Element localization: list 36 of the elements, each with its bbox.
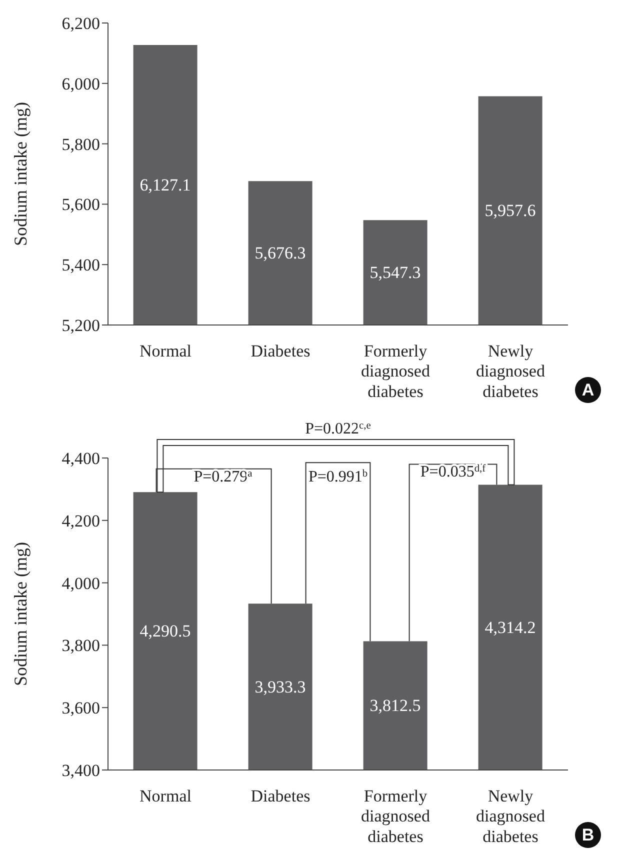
data-label: 6,127.1 (140, 176, 191, 195)
x-tick-label: Formerly diagnosed diabetes (361, 786, 430, 846)
x-tick-label: Diabetes (250, 786, 310, 806)
y-tick-label: 3,400 (62, 761, 100, 780)
x-tick-label: Normal (140, 341, 192, 360)
data-label: 3,812.5 (370, 696, 421, 716)
y-tick-label: 4,200 (62, 511, 100, 530)
text: P=0.022$^{c,e}$ (305, 420, 372, 438)
y-tick-label: 4,400 (62, 449, 100, 468)
text: B (582, 826, 594, 844)
y-tick-label: 5,800 (62, 134, 100, 154)
y-tick-label: 5,400 (62, 256, 100, 275)
y-tick-label: 4,000 (62, 574, 100, 593)
data-label: 5,957.6 (484, 201, 536, 220)
x-tick-label: Formerly diagnosed diabetes (361, 341, 430, 402)
data-label: 4,314.2 (484, 618, 536, 637)
text: A (582, 380, 594, 400)
y-tick-label: 3,800 (62, 636, 100, 656)
y-tick-label: 6,000 (62, 74, 100, 94)
data-label: 5,676.3 (254, 244, 306, 263)
y-axis-title: Sodium intake (mg) (10, 542, 30, 686)
y-tick-label: 5,600 (62, 195, 100, 214)
annotation: P=0.279$^{a}$ (194, 468, 253, 486)
data-label: 3,933.3 (254, 677, 306, 696)
data-label: 4,290.5 (140, 622, 191, 641)
y-tick-label: 6,200 (62, 14, 100, 34)
x-tick-label: Diabetes (250, 341, 310, 360)
data-label: 5,547.3 (370, 263, 421, 282)
y-tick-label: 3,600 (62, 698, 100, 718)
x-tick-label: Normal (140, 786, 192, 806)
y-tick-label: 5,200 (62, 316, 100, 336)
y-axis-title: Sodium intake (mg) (10, 102, 30, 246)
annotation: P=0.035$^{d,f}$ (420, 463, 486, 481)
x-tick-label: Newly diagnosed diabetes (476, 786, 546, 846)
annotation: P=0.991$^{b}$ (308, 468, 368, 486)
x-tick-label: Newly diagnosed diabetes (476, 341, 546, 402)
